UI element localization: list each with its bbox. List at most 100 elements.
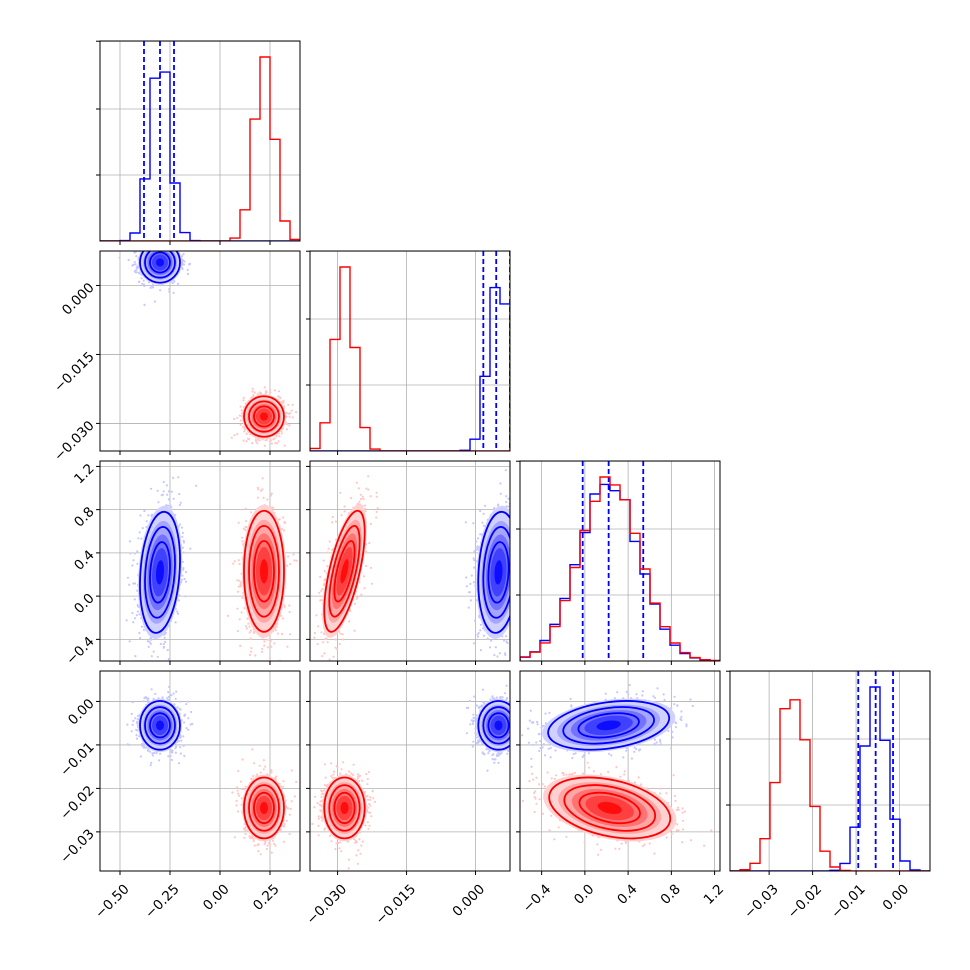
red-contour	[563, 784, 657, 832]
red-contour	[253, 791, 275, 825]
red-contour	[548, 776, 672, 840]
y-tick-label: 0.8	[71, 504, 98, 531]
x-tick-label: −0.4	[520, 881, 554, 915]
x-tick-label: 0.00	[200, 881, 233, 914]
panel-frame	[309, 670, 511, 872]
y-tick-label: −0.030	[51, 418, 98, 465]
blue-contour	[149, 251, 171, 274]
red-contour	[328, 784, 361, 832]
x-tick-label: −0.25	[142, 881, 183, 922]
red-density-level	[340, 801, 349, 815]
x-tick-label: −0.50	[92, 881, 133, 922]
red-contour	[243, 776, 285, 840]
blue-contour	[149, 712, 171, 739]
red-contour	[248, 524, 280, 618]
y-tick-label: 0.00	[65, 696, 98, 729]
blue-contour	[139, 510, 181, 634]
blue-contour	[139, 700, 181, 751]
blue-density-level	[156, 258, 164, 267]
tick-layer: 0.000−0.015−0.0301.20.80.40.0−0.40.00−0.…	[51, 40, 913, 928]
panel-frame	[519, 670, 721, 872]
blue-density-level	[156, 720, 164, 731]
red-density-level	[260, 412, 268, 421]
blue-contour	[144, 706, 176, 745]
red-density-level	[260, 801, 268, 815]
red-contour	[333, 540, 356, 603]
x-tick-label: 0.8	[657, 881, 684, 908]
blue-histogram	[730, 686, 930, 871]
y-tick-label: 0.000	[59, 280, 98, 319]
x-tick-label: −0.01	[828, 881, 869, 922]
x-tick-label: 0.0	[571, 881, 598, 908]
blue-density-level	[155, 560, 164, 585]
panel-frame	[729, 670, 931, 872]
red-histogram	[520, 476, 720, 661]
blue-contour	[477, 700, 510, 751]
x-tick-label: 0.00	[880, 881, 913, 914]
panel-3-1	[310, 684, 510, 870]
panel-2-1	[313, 469, 510, 661]
histogram-panel-0	[100, 41, 300, 241]
y-tick-label: −0.01	[57, 739, 98, 780]
red-contour	[248, 784, 280, 832]
x-tick-label: 0.25	[250, 881, 283, 914]
panel-frame	[99, 40, 301, 242]
blue-contour	[482, 706, 510, 745]
y-tick-label: 0.4	[71, 547, 98, 574]
panel-frame	[99, 670, 301, 872]
blue-histogram	[310, 286, 510, 451]
x-tick-label: 0.000	[449, 881, 488, 920]
panel-2-0	[125, 476, 298, 661]
panel-frame	[309, 460, 511, 662]
red-histogram	[310, 266, 510, 451]
blue-contour	[144, 526, 176, 619]
panel-frame	[99, 460, 301, 662]
x-tick-label: −0.015	[373, 881, 420, 928]
panel-frame	[519, 460, 721, 662]
histogram-panel-2	[520, 461, 720, 661]
red-density-level	[260, 559, 268, 584]
red-contour	[333, 791, 356, 825]
blue-density-level	[494, 560, 503, 585]
red-contour	[328, 524, 361, 618]
panel-3-0	[126, 685, 298, 856]
blue-contour	[482, 526, 510, 619]
x-tick-label: 0.4	[614, 881, 641, 908]
y-tick-label: −0.03	[57, 826, 98, 867]
red-histogram	[100, 56, 300, 241]
red-contour	[243, 509, 285, 633]
x-tick-label: 1.2	[701, 881, 728, 908]
red-contour	[323, 776, 366, 840]
red-density-level	[597, 801, 622, 815]
red-contour	[253, 405, 275, 428]
blue-contour	[149, 541, 171, 604]
red-contour	[253, 540, 275, 603]
red-contour	[243, 395, 285, 438]
blue-contour	[577, 712, 640, 739]
red-density-level	[340, 559, 349, 584]
x-tick-label: −0.02	[785, 881, 826, 922]
blue-density-level	[596, 720, 621, 731]
panel-1-0	[118, 251, 298, 447]
y-tick-label: −0.02	[57, 783, 98, 824]
blue-histogram	[100, 71, 300, 241]
red-contour	[323, 509, 366, 633]
blue-contour	[487, 712, 510, 739]
panel-frame	[309, 250, 511, 452]
y-tick-label: 1.2	[71, 461, 98, 488]
histogram-panel-1	[310, 251, 510, 451]
blue-contour	[487, 541, 510, 604]
blue-contour	[562, 706, 655, 745]
y-tick-label: −0.4	[63, 634, 97, 668]
red-contour	[578, 791, 641, 825]
blue-contour	[139, 251, 181, 284]
data-layer	[100, 41, 930, 871]
blue-contour	[477, 510, 510, 634]
panel-frame	[99, 250, 301, 452]
blue-contour	[547, 700, 671, 751]
panel-3-2	[520, 683, 713, 856]
x-tick-label: −0.03	[741, 881, 782, 922]
red-histogram	[730, 699, 930, 871]
frame-layer	[99, 40, 931, 872]
